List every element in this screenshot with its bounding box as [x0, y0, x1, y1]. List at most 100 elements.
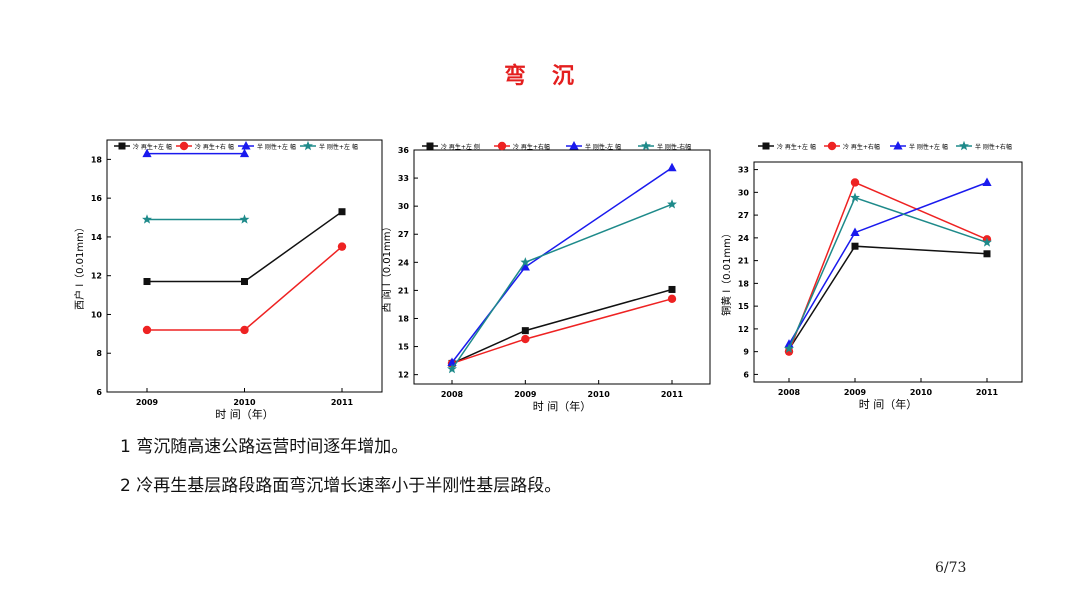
data-point: [520, 257, 531, 267]
data-point: [851, 242, 859, 250]
x-tick-label: 2010: [910, 388, 933, 397]
x-axis-label: 时 间（年）: [533, 399, 592, 413]
y-tick-label: 8: [96, 349, 102, 358]
legend-entry: 半 刚性-左 幅: [585, 143, 621, 151]
y-axis-label: 西户 l（0.01mm）: [73, 222, 86, 310]
data-point: [241, 278, 248, 286]
legend-entry: 半 刚性+右幅: [975, 143, 1012, 151]
y-tick-label: 12: [91, 272, 102, 281]
y-tick-label: 30: [398, 202, 410, 211]
y-tick-label: 24: [398, 258, 410, 267]
y-tick-label: 12: [738, 325, 749, 334]
x-axis-label: 时 间（年）: [215, 407, 274, 421]
data-point: [667, 294, 677, 304]
series-line: [451, 167, 673, 363]
data-point: [784, 339, 794, 348]
y-tick-label: 30: [738, 188, 750, 197]
x-tick-label: 2011: [976, 388, 999, 397]
data-point: [521, 334, 530, 344]
series-1: [447, 294, 677, 368]
series-2: [784, 177, 992, 348]
legend-entry: 半 刚性+左 幅: [319, 143, 358, 151]
data-point: [667, 162, 677, 172]
y-tick-label: 18: [738, 279, 750, 288]
data-point: [142, 148, 152, 158]
data-point: [668, 285, 676, 293]
legend-entry: 冷 再生+左 侧: [441, 143, 480, 151]
legend-marker: [179, 141, 189, 151]
y-tick-label: 33: [738, 166, 749, 175]
data-point: [850, 192, 860, 202]
series-3: [142, 214, 250, 224]
y-axis-label: 铜黄 l（0.01mm）: [720, 228, 733, 316]
y-tick-label: 21: [398, 286, 410, 295]
legend-entry: 冷 再生+左 幅: [777, 143, 816, 151]
x-axis-label: 时 间（年）: [859, 397, 918, 411]
data-point: [850, 178, 860, 187]
data-point: [667, 199, 677, 209]
y-tick-label: 16: [91, 194, 103, 203]
plot-frame: [413, 149, 711, 385]
y-axis-label: 西 阎 l（0.01mm）: [380, 222, 393, 313]
y-tick-label: 14: [91, 233, 103, 242]
bullet-1: 1 弯沉随高速公路运营时间逐年增加。: [120, 437, 409, 457]
data-point: [143, 278, 151, 286]
legend-entry: 半 刚性+左 幅: [909, 143, 948, 151]
data-point: [521, 327, 529, 335]
data-point: [983, 250, 991, 258]
y-tick-label: 6: [96, 388, 102, 397]
data-point: [239, 214, 250, 224]
series-1: [142, 242, 347, 335]
data-point: [447, 363, 457, 374]
data-point: [520, 262, 530, 271]
legend-entry: 冷 再生+右 幅: [195, 143, 234, 151]
data-point: [239, 148, 250, 158]
data-point: [240, 325, 249, 335]
bullet-2: 2 冷再生基层路段路面弯沉增长速率小于半刚性基层路段。: [120, 476, 562, 496]
series-line: [788, 181, 988, 345]
chart-deflection-3: 6 9 12 15 18 21 24 27 30 33 2008 2009 2010 2011 时 间（年）…: [720, 140, 1023, 411]
legend-entry: 冷 再生+右幅: [843, 143, 880, 151]
legend-marker: [762, 142, 770, 150]
series-line: [147, 246, 343, 331]
legend-marker: [497, 141, 507, 151]
series-3: [447, 199, 677, 374]
data-point: [982, 177, 992, 186]
data-point: [850, 227, 860, 237]
y-tick-label: 9: [743, 348, 749, 357]
y-tick-label: 21: [738, 257, 750, 266]
data-point: [784, 343, 794, 353]
legend-entry: 半 刚性-右幅: [657, 143, 691, 151]
chart-deflection-1: 6 8 10 12 14 16 18 2009 2010 2011 时 间（年） 西户 l（0.01m…: [73, 139, 383, 421]
series-2: [447, 162, 677, 366]
legend-marker: [426, 142, 434, 150]
y-tick-label: 15: [398, 343, 410, 352]
x-tick-label: 2009: [514, 390, 537, 399]
x-tick-label: 2010: [233, 398, 256, 407]
y-tick-label: 15: [738, 302, 750, 311]
legend: 冷 再生+左 幅 冷 再生+右幅 半 刚性+左 幅 半 刚性+右幅: [758, 140, 1012, 151]
series-2: [142, 148, 250, 158]
series-line: [451, 203, 673, 370]
x-tick-label: 2008: [441, 390, 464, 399]
slide-title: 弯 沉: [503, 64, 576, 89]
y-tick-label: 24: [738, 234, 750, 243]
x-tick-label: 2011: [331, 398, 354, 407]
legend-entry: 冷 再生+左 幅: [133, 143, 172, 151]
y-tick-label: 27: [738, 211, 749, 220]
legend-marker: [241, 141, 251, 150]
data-point: [142, 325, 152, 335]
legend-marker: [827, 141, 837, 151]
legend-marker: [893, 141, 903, 150]
y-tick-label: 18: [398, 314, 410, 323]
y-tick-label: 33: [398, 174, 409, 183]
y-tick-label: 36: [398, 146, 410, 155]
plot-frame: [106, 139, 383, 393]
legend: 冷 再生+左 侧 冷 再生+右幅 半 刚性-左 幅 半 刚性-右幅: [422, 140, 691, 151]
y-tick-label: 18: [91, 155, 103, 164]
y-tick-label: 6: [743, 370, 749, 379]
x-tick-label: 2010: [588, 390, 611, 399]
y-tick-label: 10: [91, 310, 103, 319]
x-tick-label: 2009: [844, 388, 867, 397]
legend-entry: 半 刚性+左 幅: [257, 143, 296, 151]
